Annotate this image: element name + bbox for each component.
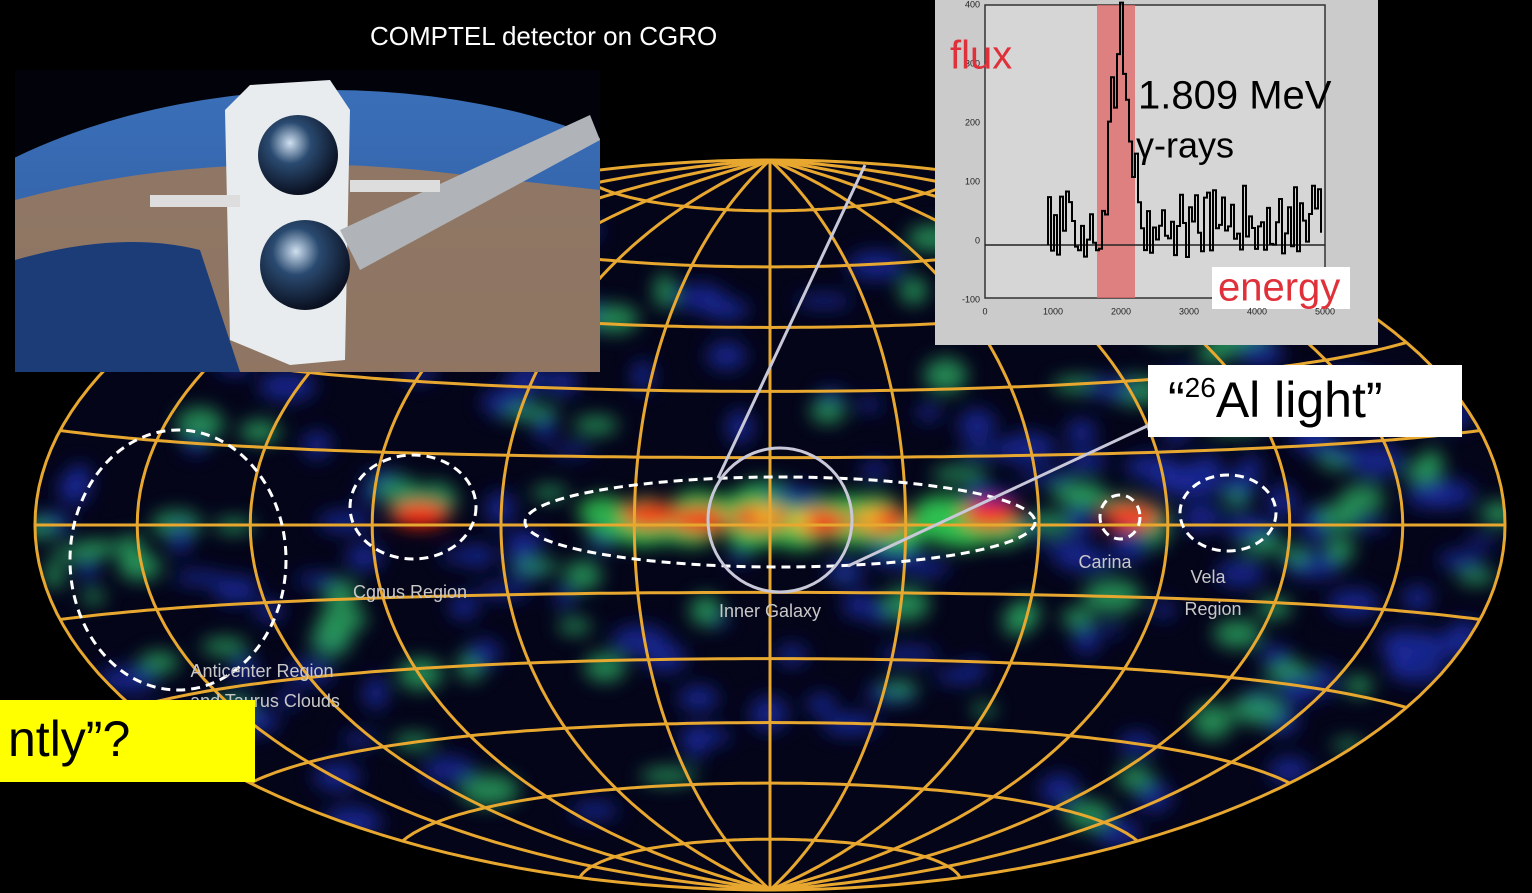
blob [860, 512, 880, 524]
blob [1259, 644, 1291, 664]
caption: COMPTEL detector on CGRO [370, 21, 717, 51]
blob [584, 653, 626, 682]
blob [506, 539, 534, 558]
blob [1230, 695, 1284, 724]
blob [1192, 704, 1232, 740]
blob [81, 590, 105, 604]
blob [58, 471, 88, 505]
blob [547, 369, 578, 397]
blob [706, 341, 746, 370]
blob [441, 550, 470, 562]
blob [960, 661, 986, 679]
blob [502, 405, 558, 420]
blob [50, 546, 108, 560]
blob [1066, 419, 1096, 446]
blob [622, 503, 678, 527]
blob [703, 299, 749, 321]
blob [1467, 535, 1496, 548]
y-tick-label: 200 [965, 117, 980, 127]
blob [958, 409, 996, 442]
note: ntly”? [8, 711, 130, 767]
blob [392, 503, 448, 527]
blob [962, 503, 1018, 527]
x-tick-label: 3000 [1179, 306, 1199, 316]
blob [78, 560, 98, 581]
blob [355, 491, 380, 504]
blob [932, 466, 988, 482]
blob [1224, 490, 1248, 506]
map-label: Inner Galaxy [719, 601, 821, 621]
blob [860, 462, 889, 479]
blob [1064, 492, 1115, 509]
blob [690, 595, 722, 626]
y-tick-label: 100 [965, 176, 980, 186]
blob [176, 407, 224, 440]
callout-text: Al light” [1216, 372, 1383, 428]
blob [554, 586, 574, 608]
blob [318, 604, 366, 634]
map-label: Anticenter Region [190, 661, 333, 681]
blob [678, 686, 719, 711]
blob [806, 694, 836, 715]
blob [1101, 623, 1122, 636]
blob [552, 444, 592, 456]
blob [810, 399, 845, 423]
blob [1406, 482, 1450, 508]
blob [1040, 774, 1080, 806]
blob [1328, 589, 1380, 618]
map-label: Region [1184, 599, 1241, 619]
blob [468, 639, 501, 666]
blob [1065, 800, 1112, 829]
blob [44, 562, 64, 589]
blob [611, 625, 668, 656]
y-tick-label: 0 [975, 235, 980, 245]
x-tick-label: 1000 [1043, 306, 1063, 316]
blob [1326, 536, 1354, 563]
map-label: Cgnus Region [353, 582, 467, 602]
blob [573, 416, 618, 434]
quote: “ [1168, 372, 1185, 428]
map-label: Carina [1078, 552, 1132, 572]
x-tick-label: 2000 [1111, 306, 1131, 316]
blob [678, 727, 731, 746]
blob [364, 676, 388, 710]
blob [1405, 461, 1440, 484]
slide: Cgnus Region Inner Galaxy Carina Vela Re… [0, 0, 1532, 893]
blob [842, 592, 877, 618]
blob [1180, 504, 1221, 532]
blob [672, 508, 728, 532]
blob [513, 559, 559, 574]
blob [916, 404, 941, 421]
blob [1438, 551, 1484, 569]
blob [1402, 585, 1432, 611]
blob [202, 638, 248, 656]
blob [564, 560, 601, 590]
blob [174, 571, 224, 586]
blob [899, 277, 927, 304]
blob [852, 508, 908, 532]
y-tick-label: -100 [962, 294, 980, 304]
line-label: 1.809 MeV [1138, 74, 1332, 118]
blob [1062, 607, 1094, 628]
axis-label: flux [950, 34, 1012, 78]
blob [302, 431, 331, 459]
blob [373, 477, 420, 501]
axis-label: energy [1218, 266, 1340, 310]
blob [776, 645, 807, 666]
blob [755, 509, 775, 521]
blob [296, 573, 338, 587]
blob [1279, 675, 1317, 705]
blob [317, 511, 372, 532]
superscript: 26 [1185, 372, 1216, 403]
x-tick-label: 0 [982, 306, 987, 316]
blob [1149, 461, 1197, 493]
blob [1457, 569, 1496, 584]
line-label: γ-rays [1136, 125, 1234, 166]
y-tick-label: 400 [965, 0, 980, 9]
blob [654, 273, 674, 309]
map-label: Vela [1190, 567, 1226, 587]
blob [854, 398, 882, 411]
blob [558, 618, 591, 634]
blob [728, 550, 750, 564]
